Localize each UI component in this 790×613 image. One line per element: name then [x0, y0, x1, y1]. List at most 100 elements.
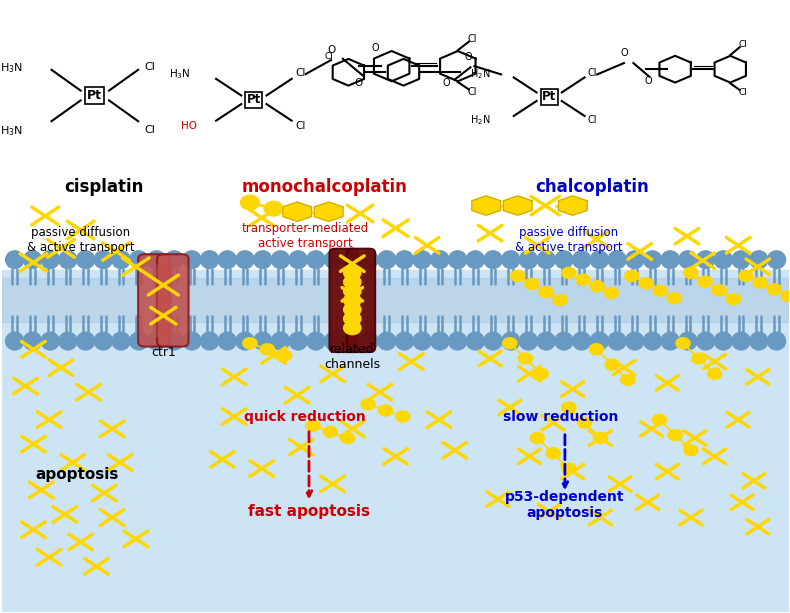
Ellipse shape — [537, 251, 555, 268]
Text: Cl: Cl — [145, 124, 156, 135]
Circle shape — [676, 338, 690, 349]
Polygon shape — [559, 196, 587, 215]
Text: chalcoplatin: chalcoplatin — [536, 178, 649, 196]
Ellipse shape — [697, 251, 715, 268]
Polygon shape — [503, 196, 532, 215]
Ellipse shape — [165, 251, 183, 268]
Circle shape — [668, 292, 682, 303]
Circle shape — [525, 278, 539, 289]
Circle shape — [767, 284, 781, 295]
Ellipse shape — [396, 251, 413, 268]
Circle shape — [344, 266, 361, 280]
Ellipse shape — [307, 251, 325, 268]
Bar — [2, 1, 789, 270]
Ellipse shape — [449, 251, 467, 268]
Ellipse shape — [608, 332, 626, 350]
Ellipse shape — [679, 332, 697, 350]
Ellipse shape — [201, 251, 219, 268]
Ellipse shape — [431, 251, 449, 268]
Circle shape — [593, 433, 608, 443]
Text: O: O — [355, 78, 363, 88]
Ellipse shape — [254, 332, 272, 350]
Circle shape — [518, 353, 532, 364]
Circle shape — [712, 285, 726, 296]
Text: H$_3$N: H$_3$N — [0, 61, 24, 75]
Circle shape — [590, 281, 604, 292]
Ellipse shape — [112, 332, 130, 350]
Text: apoptosis: apoptosis — [35, 467, 118, 482]
Ellipse shape — [590, 251, 608, 268]
Ellipse shape — [484, 332, 502, 350]
Text: H$_2$N: H$_2$N — [470, 113, 491, 127]
Text: O: O — [327, 45, 336, 55]
Circle shape — [306, 421, 320, 432]
Text: Cl: Cl — [738, 40, 747, 48]
Text: H$_2$N: H$_2$N — [470, 67, 491, 81]
Ellipse shape — [661, 251, 679, 268]
Circle shape — [621, 375, 635, 386]
FancyBboxPatch shape — [138, 254, 170, 346]
Circle shape — [323, 427, 337, 438]
Ellipse shape — [396, 332, 413, 350]
Circle shape — [577, 417, 592, 428]
Ellipse shape — [643, 251, 661, 268]
Ellipse shape — [201, 332, 219, 350]
Circle shape — [653, 285, 668, 296]
Circle shape — [510, 270, 525, 281]
Circle shape — [562, 402, 576, 413]
Text: Cl: Cl — [295, 121, 306, 131]
Ellipse shape — [750, 332, 768, 350]
Text: Cl: Cl — [738, 88, 747, 97]
Ellipse shape — [272, 332, 289, 350]
Text: passive diffusion
& active transport: passive diffusion & active transport — [515, 226, 623, 254]
Circle shape — [589, 344, 604, 355]
Ellipse shape — [254, 251, 272, 268]
Circle shape — [739, 270, 753, 281]
Ellipse shape — [236, 332, 254, 350]
Circle shape — [698, 276, 712, 287]
Ellipse shape — [77, 251, 95, 268]
Ellipse shape — [307, 332, 325, 350]
Text: quick reduction: quick reduction — [244, 409, 366, 424]
Ellipse shape — [272, 251, 289, 268]
Bar — [156, 265, 171, 335]
Ellipse shape — [502, 332, 520, 350]
Text: Pt: Pt — [88, 89, 103, 102]
Ellipse shape — [555, 251, 573, 268]
Polygon shape — [283, 202, 311, 221]
Text: H$_3$N: H$_3$N — [169, 67, 190, 82]
Ellipse shape — [555, 332, 573, 350]
Circle shape — [653, 414, 667, 425]
FancyBboxPatch shape — [329, 249, 358, 352]
Circle shape — [344, 303, 361, 316]
Ellipse shape — [714, 251, 732, 268]
Ellipse shape — [148, 332, 165, 350]
Text: O: O — [443, 78, 450, 88]
Ellipse shape — [24, 251, 42, 268]
Circle shape — [344, 321, 361, 335]
Circle shape — [576, 274, 590, 285]
Ellipse shape — [58, 332, 77, 350]
Ellipse shape — [289, 332, 307, 350]
Ellipse shape — [360, 251, 378, 268]
Ellipse shape — [661, 332, 679, 350]
Bar — [2, 278, 789, 322]
Circle shape — [344, 312, 361, 326]
Ellipse shape — [767, 251, 785, 268]
Ellipse shape — [218, 332, 236, 350]
Ellipse shape — [342, 251, 360, 268]
Text: H$_3$N: H$_3$N — [0, 124, 24, 138]
Ellipse shape — [378, 251, 396, 268]
Circle shape — [625, 270, 639, 281]
Text: transporter-mediated
active transport: transporter-mediated active transport — [242, 222, 369, 250]
Circle shape — [604, 287, 619, 299]
Ellipse shape — [325, 251, 343, 268]
Ellipse shape — [58, 251, 77, 268]
Circle shape — [530, 433, 544, 443]
Text: Pt: Pt — [542, 90, 556, 103]
Ellipse shape — [750, 251, 768, 268]
Ellipse shape — [236, 251, 254, 268]
Ellipse shape — [502, 251, 520, 268]
Ellipse shape — [767, 332, 785, 350]
Ellipse shape — [714, 332, 732, 350]
